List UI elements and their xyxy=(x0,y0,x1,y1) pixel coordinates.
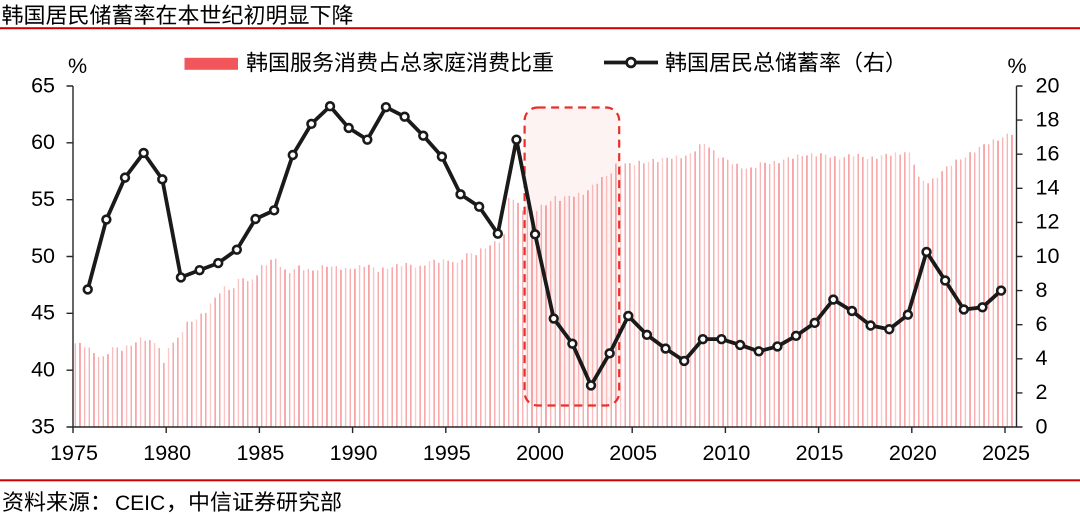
svg-text:%: % xyxy=(68,54,87,78)
svg-text:2010: 2010 xyxy=(702,441,750,465)
svg-text:40: 40 xyxy=(31,358,55,382)
svg-text:60: 60 xyxy=(31,130,55,154)
svg-text:2015: 2015 xyxy=(796,441,844,465)
svg-text:14: 14 xyxy=(1036,176,1060,200)
svg-text:35: 35 xyxy=(31,414,55,438)
svg-text:4: 4 xyxy=(1036,346,1048,370)
svg-text:55: 55 xyxy=(31,187,55,211)
svg-text:0: 0 xyxy=(1036,414,1048,438)
svg-text:20: 20 xyxy=(1036,73,1060,97)
svg-text:1975: 1975 xyxy=(50,441,98,465)
svg-text:50: 50 xyxy=(31,244,55,268)
svg-text:CEIC: CEIC xyxy=(115,492,165,515)
svg-text:2025: 2025 xyxy=(982,441,1030,465)
svg-text:6: 6 xyxy=(1036,312,1048,336)
svg-text:2: 2 xyxy=(1036,380,1048,404)
svg-text:%: % xyxy=(1008,54,1027,78)
svg-text:1980: 1980 xyxy=(143,441,191,465)
svg-text:18: 18 xyxy=(1036,107,1060,131)
svg-text:1995: 1995 xyxy=(423,441,471,465)
svg-text:12: 12 xyxy=(1036,210,1060,234)
svg-text:16: 16 xyxy=(1036,142,1060,166)
svg-text:2005: 2005 xyxy=(609,441,657,465)
svg-text:2000: 2000 xyxy=(516,441,564,465)
svg-text:65: 65 xyxy=(31,73,55,97)
svg-text:45: 45 xyxy=(31,301,55,325)
svg-text:1985: 1985 xyxy=(236,441,284,465)
svg-text:1990: 1990 xyxy=(330,441,378,465)
svg-text:10: 10 xyxy=(1036,244,1060,268)
svg-text:8: 8 xyxy=(1036,278,1048,302)
svg-text:2020: 2020 xyxy=(889,441,937,465)
